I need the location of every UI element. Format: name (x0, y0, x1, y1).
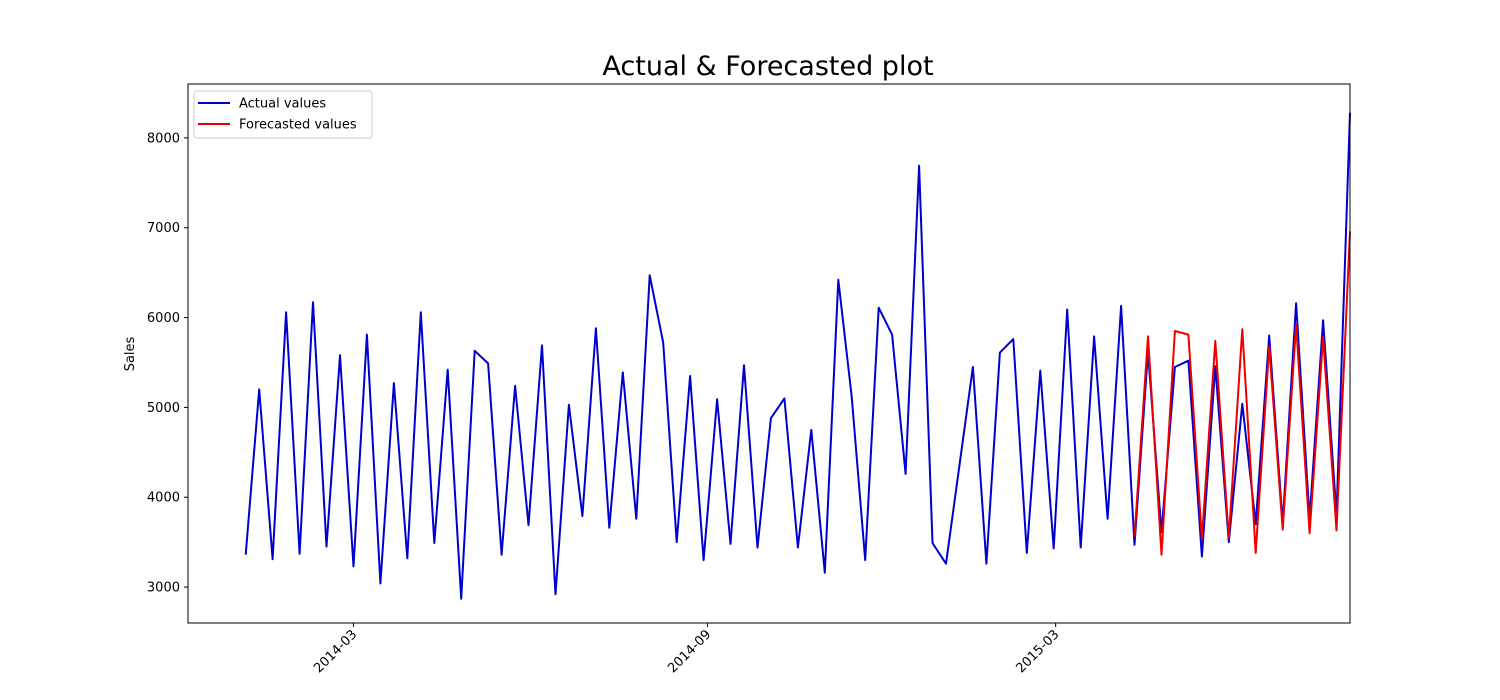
plot-frame (187, 83, 1351, 624)
plot-area (244, 112, 1351, 600)
legend-label: Actual values (239, 97, 326, 112)
x-tick-label: 2015-03 (1013, 627, 1062, 676)
series-line-actual (244, 112, 1351, 600)
y-tick-label: 7000 (147, 221, 180, 236)
x-axis: 2014-03 2014-09 2015-03 (311, 623, 1062, 676)
y-tick-label: 3000 (147, 581, 180, 596)
legend: Actual values Forecasted values (193, 90, 373, 139)
chart-title: Actual & Forecasted plot (602, 51, 933, 82)
x-tick-label: 2014-09 (665, 627, 714, 676)
y-axis-label: Sales (123, 336, 138, 371)
series-line-forecasted (1133, 231, 1351, 556)
y-tick-label: 4000 (147, 491, 180, 506)
y-tick-label: 6000 (147, 311, 180, 326)
x-tick-label: 2014-03 (311, 627, 360, 676)
y-tick-label: 5000 (147, 401, 180, 416)
legend-label: Forecasted values (239, 118, 357, 133)
legend-box (193, 90, 373, 139)
y-tick-label: 8000 (147, 131, 180, 146)
y-axis: 3000 4000 5000 6000 7000 8000 (147, 131, 188, 596)
